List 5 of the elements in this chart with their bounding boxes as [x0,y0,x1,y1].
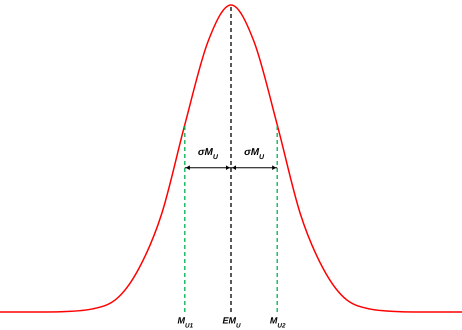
x-tick-label: M$_{U2}$ [270,316,286,329]
annotation: σM$_{U}$ [244,146,266,160]
x-tick-label: M$_{U1}$ [178,316,194,329]
annotation: σM$_{U}$ [198,146,219,160]
x-tick-label: EM$_{U}$ [222,316,241,329]
